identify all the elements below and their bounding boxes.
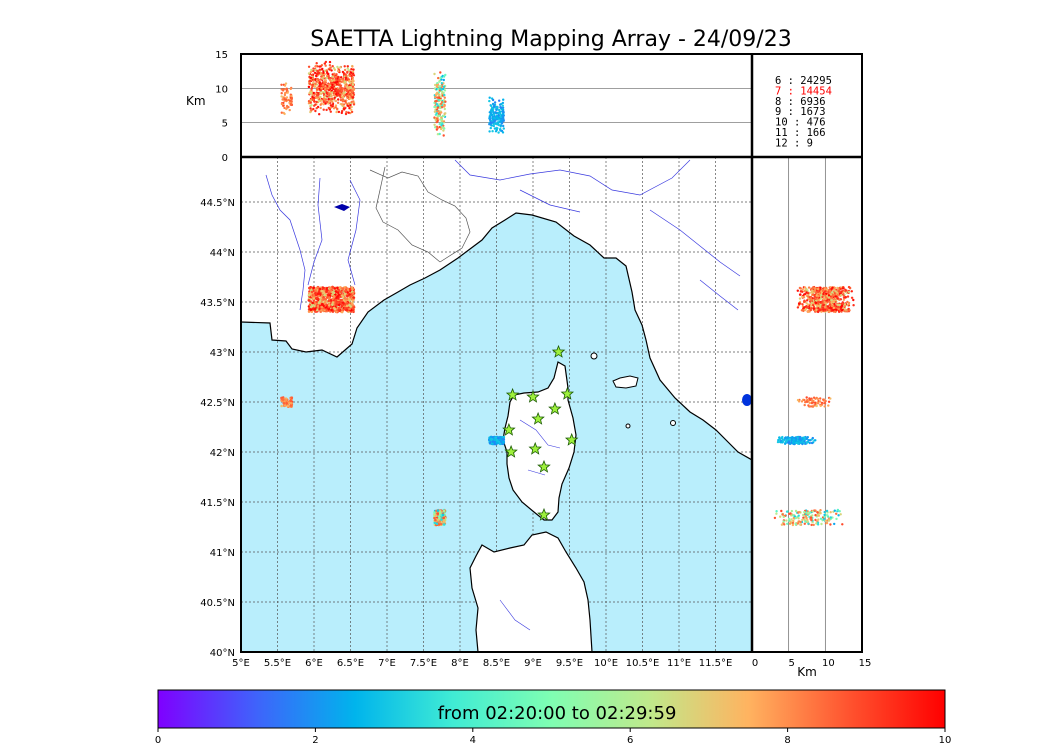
latitude-altitude-panel: 0 5 10 15 Km	[752, 157, 872, 679]
coastline-mainland	[241, 212, 752, 461]
latitude-tick-label: 43°N	[210, 348, 235, 359]
count-row: 8 : 6936	[775, 96, 826, 108]
lat-panel-lightning-points	[773, 285, 855, 527]
longitude-tick-label: 8°E	[451, 658, 469, 669]
capraia-island	[590, 352, 598, 360]
altitude-y-ticks: 0 5 10 15	[215, 50, 228, 164]
star-icon	[528, 441, 542, 455]
lat-panel-tick-label: 0	[752, 658, 758, 669]
latitude-tick-label: 43.5°N	[200, 298, 235, 309]
lat-panel-x-ticks: 0 5 10 15	[752, 658, 872, 669]
altitude-lightning-points	[280, 60, 505, 137]
lat-panel-tick-label: 15	[859, 658, 872, 669]
giglio-island	[670, 420, 676, 426]
longitude-tick-label: 5.5°E	[264, 658, 291, 669]
star-icon	[560, 386, 575, 400]
star-icon	[505, 387, 520, 401]
count-row: 10 : 476	[775, 117, 826, 129]
sardinia-island	[469, 531, 593, 652]
colorbar-ticks: 0 2 4 6 8 10	[155, 728, 952, 746]
colorbar-label: from 02:20:00 to 02:29:59	[438, 703, 677, 724]
lat-panel-x-label: Km	[797, 665, 817, 679]
latitude-tick-label: 41°N	[210, 548, 235, 559]
colorbar-tick-label: 10	[939, 735, 952, 746]
longitude-tick-label: 10.5°E	[626, 658, 660, 669]
altitude-tick-label: 15	[215, 50, 228, 61]
count-row: 7 : 14454	[775, 85, 832, 97]
longitude-tick-label: 11°E	[667, 658, 691, 669]
star-icon	[537, 507, 551, 521]
star-icon	[502, 422, 516, 436]
map-lightning-points	[280, 285, 506, 527]
latitude-tick-label: 42.5°N	[200, 398, 235, 409]
colorbar: from 02:20:00 to 02:29:59 0 2 4 6 8 10	[155, 689, 952, 746]
map-latitude-ticks: 40°N 40.5°N 41°N 41.5°N 42°N 42.5°N 43°N 43.5°N…	[200, 198, 235, 659]
altitude-y-label: Km	[186, 94, 206, 108]
elba-island	[612, 375, 639, 389]
longitude-tick-label: 6°E	[305, 658, 323, 669]
country-border	[369, 166, 471, 263]
sea-area	[241, 213, 752, 652]
latitude-tick-label: 44.5°N	[200, 198, 235, 209]
longitude-tick-label: 9°E	[524, 658, 542, 669]
river-corsica	[499, 419, 561, 631]
count-panel: 6 : 24295 7 : 14454 8 : 6936 9 : 167310 …	[752, 54, 862, 157]
lat-panel-tick-label: 10	[822, 658, 835, 669]
count-row: 6 : 24295	[775, 75, 832, 87]
latitude-tick-label: 40.5°N	[200, 598, 235, 609]
river-rhone	[265, 174, 361, 311]
longitude-tick-label: 11.5°E	[699, 658, 733, 669]
colorbar-tick-label: 4	[470, 735, 476, 746]
longitude-tick-label: 5°E	[232, 658, 250, 669]
star-icon	[526, 389, 540, 403]
altitude-tick-label: 0	[222, 153, 228, 164]
source-count-list: 6 : 24295 7 : 14454 8 : 6936 9 : 167310 …	[775, 75, 832, 149]
montecristo-island	[625, 423, 631, 429]
altitude-tick-label: 10	[215, 84, 228, 95]
altitude-panel: 0 5 10 15 Km	[186, 50, 752, 164]
colorbar-tick-label: 2	[312, 735, 318, 746]
star-icon	[564, 432, 579, 446]
longitude-tick-label: 10°E	[594, 658, 618, 669]
star-icon	[504, 444, 518, 458]
colorbar-tick-label: 6	[627, 735, 633, 746]
count-row: 12 : 9	[775, 137, 813, 149]
longitude-tick-label: 9.5°E	[556, 658, 583, 669]
star-icon	[551, 344, 566, 358]
longitude-tick-label: 7°E	[378, 658, 396, 669]
star-icon	[531, 411, 545, 425]
star-icon	[548, 401, 562, 415]
station-markers	[502, 344, 579, 521]
latitude-tick-label: 40°N	[210, 648, 235, 659]
edge-lightning-blob	[742, 394, 752, 406]
longitude-tick-label: 8.5°E	[483, 658, 510, 669]
count-row: 9 : 1673	[775, 106, 826, 118]
longitude-tick-label: 6.5°E	[337, 658, 364, 669]
lake	[334, 204, 350, 211]
colorbar-tick-label: 0	[155, 735, 161, 746]
figure-frame	[240, 53, 863, 653]
lat-panel-tick-label: 5	[788, 658, 794, 669]
lat-panel-gridlines	[788, 157, 826, 652]
colorbar-tick-label: 8	[784, 735, 790, 746]
colorbar-gradient	[157, 689, 946, 729]
latitude-tick-label: 41.5°N	[200, 498, 235, 509]
count-row: 11 : 166	[775, 127, 826, 139]
latitude-tick-label: 42°N	[210, 448, 235, 459]
map-longitude-ticks: 5°E 5.5°E 6°E 6.5°E 7°E 7.5°E 8°E 8.5°E 9°E 9.5°E…	[232, 658, 732, 669]
figure-title: SAETTA Lightning Mapping Array - 24/09/2…	[310, 27, 791, 52]
latitude-tick-label: 44°N	[210, 248, 235, 259]
longitude-tick-label: 7.5°E	[410, 658, 437, 669]
star-icon	[537, 459, 551, 473]
river-po	[454, 159, 741, 311]
map-panel: 5°E 5.5°E 6°E 6.5°E 7°E 7.5°E 8°E 8.5°E 9°E 9.5°E…	[200, 157, 752, 669]
altitude-tick-label: 5	[222, 119, 228, 130]
